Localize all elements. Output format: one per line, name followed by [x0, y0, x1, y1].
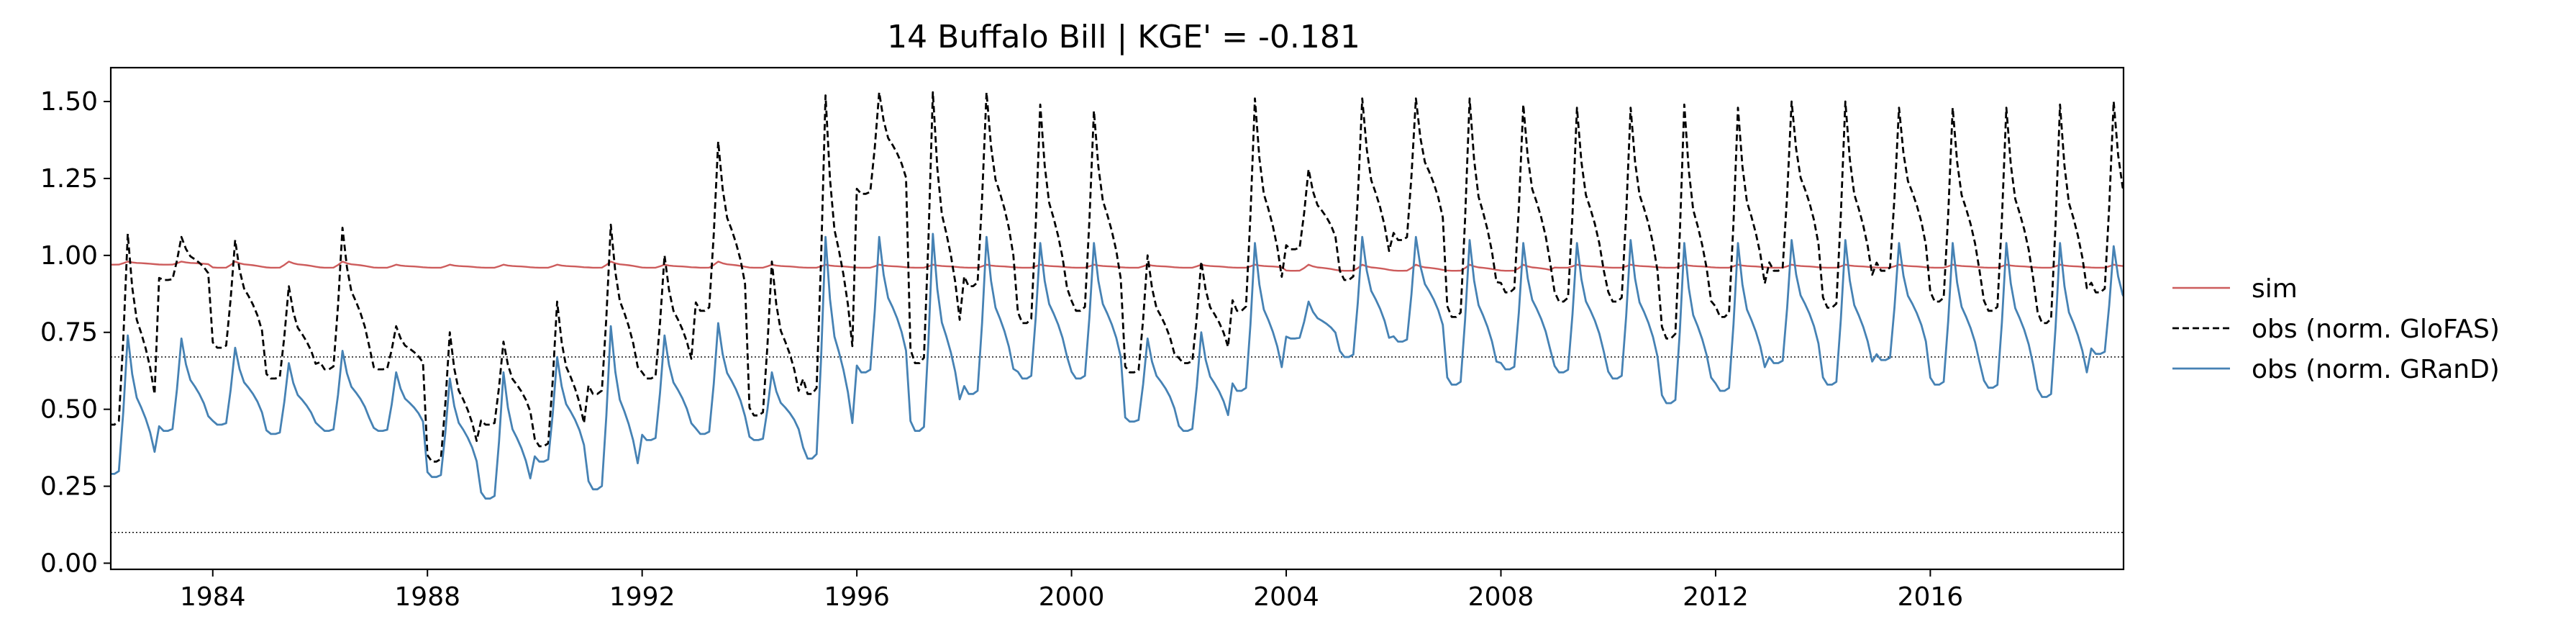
y-axis: 0.00 0.25 0.50 0.75 1.00 1.25 1.50	[40, 87, 111, 578]
x-tick-label: 2000	[1039, 582, 1105, 612]
x-tick-label: 1984	[180, 582, 246, 612]
plot-area	[111, 356, 2124, 533]
legend-label: obs (norm. GRanD)	[2252, 355, 2500, 384]
legend: sim obs (norm. GloFAS) obs (norm. GRanD)	[2172, 274, 2500, 384]
x-tick-label: 2004	[1253, 582, 1319, 612]
series-line-obs-norm-glofas-	[111, 91, 2124, 463]
y-tick-label: 1.00	[40, 241, 98, 271]
y-tick-label: 1.50	[40, 87, 98, 117]
y-tick-label: 0.75	[40, 318, 98, 348]
x-tick-label: 2016	[1898, 582, 1964, 612]
chart-title: 14 Buffalo Bill | KGE' = -0.181	[887, 19, 1360, 55]
x-tick-label: 2008	[1468, 582, 1534, 612]
y-tick-label: 0.50	[40, 395, 98, 425]
plot-frame	[109, 66, 2125, 571]
series-layer	[111, 91, 2124, 500]
x-tick-label: 1996	[824, 582, 890, 612]
series-line-obs-norm-grand-	[111, 232, 2124, 500]
x-tick-label: 2012	[1683, 582, 1749, 612]
y-tick-label: 1.25	[40, 164, 98, 194]
x-axis: 1984 1988 1992 1996 2000 2004 2008 2012 2016	[180, 569, 1963, 612]
y-tick-label: 0.00	[40, 548, 98, 578]
legend-label: sim	[2252, 274, 2298, 304]
y-tick-label: 0.25	[40, 472, 98, 502]
legend-label: obs (norm. GloFAS)	[2252, 315, 2500, 344]
x-tick-label: 1988	[394, 582, 460, 612]
x-tick-label: 1992	[609, 582, 675, 612]
